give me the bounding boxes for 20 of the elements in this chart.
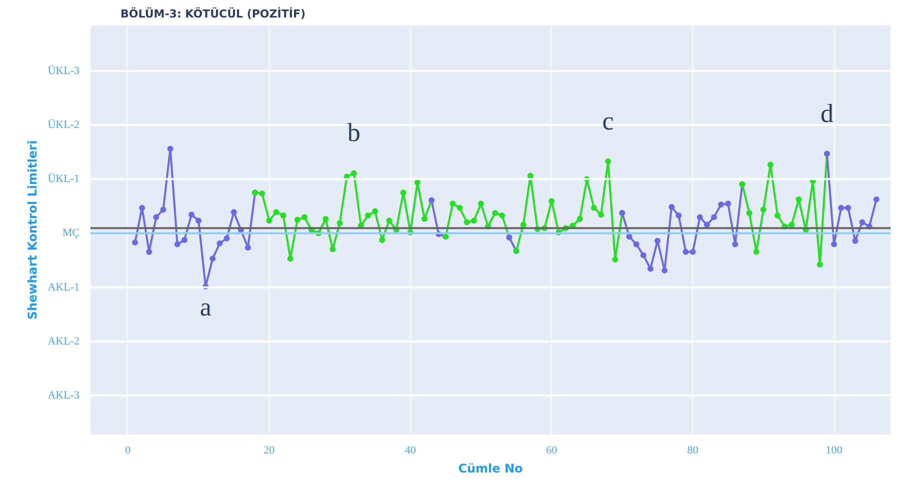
chart-title: BÖLÜM-3: KÖTÜCÜL (POZİTİF) xyxy=(120,6,306,20)
x-tick-label: 100 xyxy=(826,444,843,456)
ref-line-label: ÜKL-2 xyxy=(48,119,80,132)
x-tick-label: 60 xyxy=(546,444,558,456)
annotation: d xyxy=(820,98,834,128)
ref-line-label: AKL-1 xyxy=(48,281,80,294)
y-axis-title: Shewhart Kontrol Limitleri xyxy=(26,140,40,320)
x-tick-label: 80 xyxy=(687,444,699,456)
x-axis-title: Cümle No xyxy=(458,462,523,476)
x-tick-label: 20 xyxy=(264,444,276,456)
ref-line-label: ÜKL-1 xyxy=(48,173,80,186)
annotation: b xyxy=(347,118,360,148)
annotation: c xyxy=(602,106,614,136)
ref-line-label: MÇ xyxy=(62,227,80,240)
annotation: a xyxy=(200,292,212,322)
x-tick-label: 0 xyxy=(125,444,132,456)
ref-line-label: AKL-2 xyxy=(48,335,80,348)
ref-line-label: ÜKL-3 xyxy=(48,64,80,77)
ref-line-label: AKL-3 xyxy=(48,390,80,402)
x-tick-label: 40 xyxy=(404,444,416,456)
